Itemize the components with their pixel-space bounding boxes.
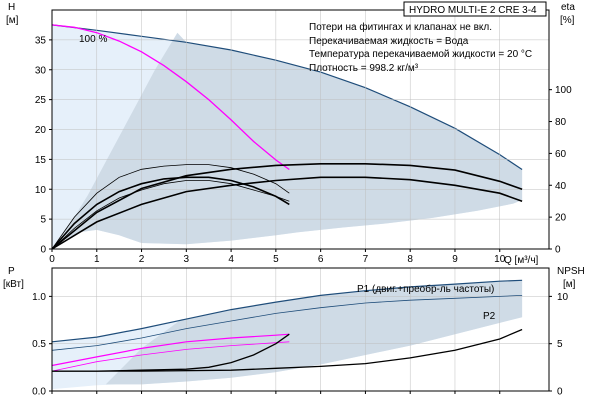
x-tick-label-3: 3 (184, 254, 190, 265)
y-right-tick-label-60: 60 (555, 149, 567, 160)
upper-operating-regions (51, 24, 523, 250)
npsh-system-curve (52, 328, 523, 372)
note-temperature: Температура перекачиваемой жидкости = 20… (309, 49, 532, 60)
lower-y-label-left-2: [кВт] (3, 279, 24, 290)
upper-y-label-right-1: eta (561, 2, 575, 13)
chart-title: HYDRO MULTI-E 2 CRE 3-4 (409, 5, 537, 16)
x-tick-label-8: 8 (407, 254, 413, 265)
x-tick-label-9: 9 (452, 254, 458, 265)
p1-envelope-curve (51, 279, 523, 343)
envelope-max-curve (51, 24, 523, 170)
x-axis-label: Q [м³/ч] (504, 255, 539, 266)
y-left-tick-label-25: 25 (35, 95, 47, 106)
p1-speed-curve (51, 333, 290, 367)
lower-region-main (105, 280, 523, 385)
y-right-tick-label-80: 80 (555, 117, 567, 128)
lower-plot-frame (51, 267, 550, 392)
note-losses: Потери на фитингах и клапанах не вкл. (309, 21, 492, 33)
note-density: Плотность = 998.2 кг/м³ (309, 63, 419, 74)
x-tick-label-0: 0 (49, 254, 55, 265)
lower-y-left-tick-label-1: 0.5 (32, 339, 46, 350)
note-liquid: Перекачиваемая жидкость = Вода (309, 36, 469, 47)
y-left-tick-label-0: 0 (40, 245, 46, 256)
upper-y-label-right-2: [%] (560, 15, 575, 26)
lower-y-left-tick-label-0: 0.0 (32, 387, 46, 398)
speed-label-100: 100 % (79, 34, 107, 45)
x-tick-label-1: 1 (94, 254, 100, 265)
lower-y-right-tick-label-10: 10 (557, 292, 569, 303)
lower-y-right-tick-label-0: 0 (557, 387, 563, 398)
upper-grid (51, 10, 549, 250)
upper-y-label-left-1: H (8, 2, 15, 13)
title-box (403, 1, 547, 17)
upper-curves (51, 24, 523, 250)
y-right-tick-label-0: 0 (555, 245, 561, 256)
lower-y-right-tick-label-5: 5 (557, 339, 563, 350)
y-left-tick-label-10: 10 (35, 185, 47, 196)
y-left-tick-label-5: 5 (40, 215, 46, 226)
y-left-tick-label-20: 20 (35, 125, 47, 136)
legend-p1: P1 (двиг.+преобр-ль частоты) (357, 283, 494, 295)
lower-y-label-right-1: NPSH (557, 266, 585, 277)
eta-pump-b (51, 180, 290, 250)
p2-speed-curve (51, 341, 290, 372)
y-left-tick-label-35: 35 (35, 35, 47, 46)
x-tick-label-7: 7 (363, 254, 369, 265)
pump-curve-100 (51, 24, 290, 171)
y-left-tick-label-15: 15 (35, 155, 47, 166)
lower-y-label-left-1: P (8, 266, 15, 277)
eta-pump-max (51, 164, 290, 250)
x-tick-label-6: 6 (318, 254, 324, 265)
eta-pump-a (51, 176, 290, 250)
upper-region-main (65, 32, 523, 245)
lower-tick-labels: 0.0 0.5 1.0 0 5 10 (32, 292, 568, 398)
x-tick-label-4: 4 (228, 254, 234, 265)
y-left-tick-label-30: 30 (35, 65, 47, 76)
y-right-tick-label-20: 20 (555, 213, 567, 224)
lower-chart: 0.0 0.5 1.0 0 5 10 P [кВт] NPSH [м] P1 (двиг.… (3, 266, 585, 398)
lower-curves (51, 279, 523, 372)
y-right-tick-label-100: 100 (555, 85, 572, 96)
upper-y-label-left-2: [м] (6, 15, 19, 26)
eta-system-min (51, 176, 523, 250)
x-tick-label-10: 10 (494, 254, 506, 265)
lower-y-label-right-2: [м] (563, 279, 576, 290)
p2-envelope-curve (51, 295, 523, 351)
x-tick-label-2: 2 (139, 254, 145, 265)
x-tick-label-5: 5 (273, 254, 279, 265)
y-right-tick-label-40: 40 (555, 181, 567, 192)
legend-p2: P2 (483, 311, 496, 322)
lower-y-left-tick-label-2: 1.0 (32, 292, 46, 303)
